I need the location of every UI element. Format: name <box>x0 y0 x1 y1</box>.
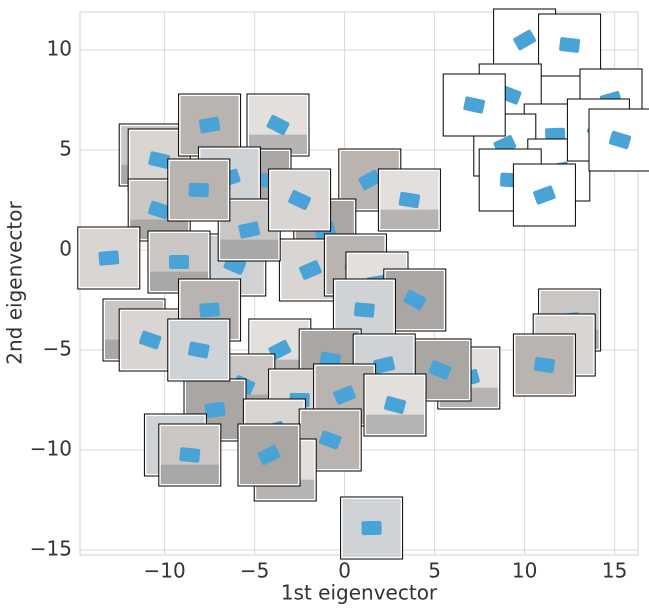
y-tick-label: −10 <box>30 437 72 461</box>
thumbnail-object <box>463 96 486 114</box>
thumbnail-object <box>187 341 210 359</box>
image-thumbnail <box>512 333 576 397</box>
y-tick-label: 5 <box>59 137 72 161</box>
image-thumbnail <box>377 168 441 232</box>
thumbnail-object <box>204 401 226 419</box>
thumbnail-object <box>318 430 342 450</box>
image-thumbnail <box>158 423 222 487</box>
y-tick-label: −5 <box>43 337 72 361</box>
image-thumbnail <box>167 158 231 222</box>
x-tick-label: −5 <box>240 559 269 583</box>
thumbnail-object <box>608 130 632 150</box>
thumbnail-object <box>148 151 171 169</box>
thumbnail-shade <box>160 464 219 484</box>
thumbnail-object <box>358 169 382 191</box>
image-thumbnail <box>237 423 301 487</box>
image-thumbnail <box>268 168 332 232</box>
thumbnail-object <box>169 255 189 269</box>
thumbnail-object <box>398 191 421 209</box>
thumbnail-object <box>148 200 171 220</box>
image-thumbnail <box>442 73 506 137</box>
thumbnail-object <box>428 360 452 380</box>
image-thumbnail <box>512 163 576 227</box>
thumbnail-object <box>333 385 356 405</box>
thumbnail-shade <box>380 209 439 229</box>
thumbnail-object <box>98 250 120 266</box>
image-thumbnail <box>178 93 242 157</box>
y-axis-label: 2nd eigenvector <box>3 201 27 365</box>
image-thumbnail <box>340 496 404 560</box>
thumbnail-object <box>179 447 201 463</box>
x-tick-label: 15 <box>602 559 627 583</box>
thumbnail-object <box>266 114 290 136</box>
thumbnail-object <box>403 289 427 311</box>
thumbnail-object <box>238 221 261 239</box>
thumbnail-object <box>299 260 322 280</box>
y-tick-label: 10 <box>47 37 72 61</box>
x-tick-label: 0 <box>338 559 351 583</box>
x-axis-label: 1st eigenvector <box>281 581 438 605</box>
thumbnail-shade <box>220 239 279 259</box>
thumbnail-object <box>199 302 220 318</box>
image-thumbnail <box>588 108 649 172</box>
thumbnail-object <box>533 185 556 205</box>
thumbnail-object <box>513 29 537 51</box>
thumbnail-object <box>353 302 375 318</box>
x-tick-label: −10 <box>143 559 185 583</box>
y-tick-label: −15 <box>30 537 72 561</box>
x-tick-label: 5 <box>428 559 441 583</box>
image-thumbnail <box>246 93 310 157</box>
thumbnail-object <box>383 396 407 414</box>
x-tick-label: 10 <box>512 559 537 583</box>
image-thumbnail <box>167 318 231 382</box>
image-thumbnail <box>538 13 602 77</box>
thumbnail-object <box>559 37 581 53</box>
image-thumbnail <box>77 226 141 290</box>
thumbnail-object <box>533 356 556 374</box>
thumbnail-object <box>257 444 281 466</box>
thumbnail-object <box>139 330 162 350</box>
image-thumbnail <box>363 373 427 437</box>
thumbnail-object <box>361 520 382 536</box>
thumbnail-shade <box>366 414 424 434</box>
thumbnail-object <box>198 116 221 134</box>
thumbnail-object <box>288 190 311 210</box>
y-tick-label: 0 <box>59 237 72 261</box>
thumbnail-object <box>373 356 396 374</box>
thumbnail-object <box>188 182 209 198</box>
